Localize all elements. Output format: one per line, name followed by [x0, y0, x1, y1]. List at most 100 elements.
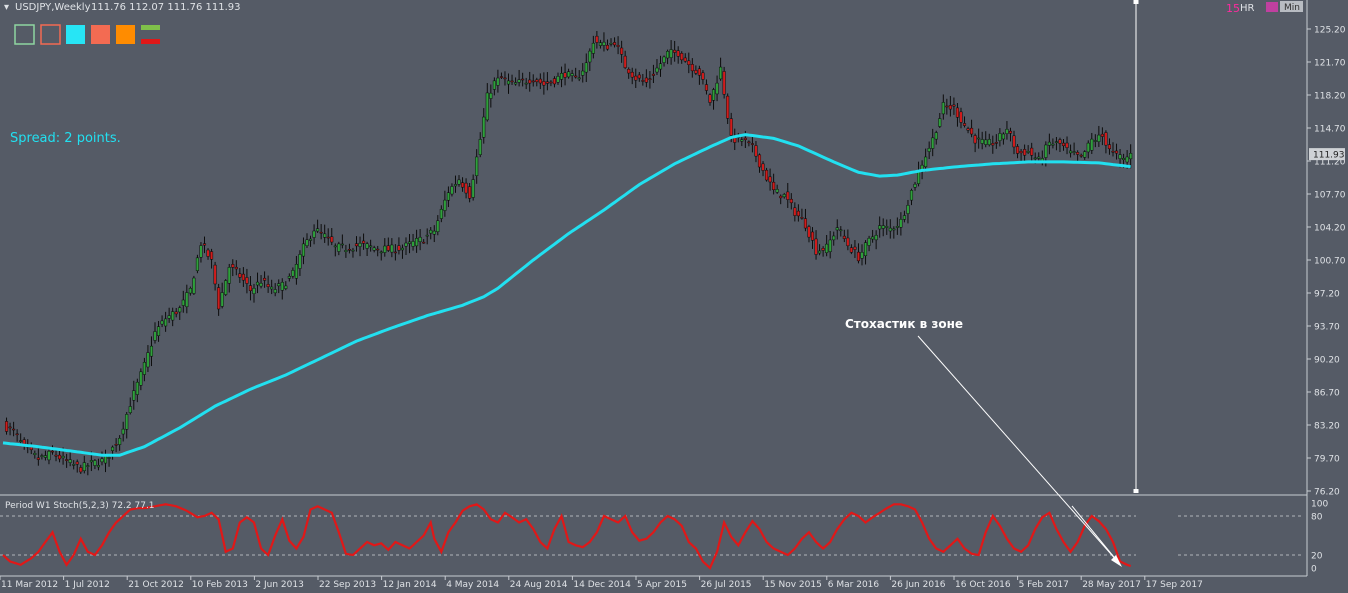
candle-bull	[906, 205, 910, 214]
candle-bull	[128, 406, 132, 413]
candle-bull	[68, 459, 72, 463]
candle-bear	[574, 75, 578, 78]
candle-bear	[704, 84, 709, 91]
candle-bear	[12, 428, 16, 431]
candle-bear	[397, 245, 401, 251]
swatch-red[interactable]	[91, 25, 110, 44]
candle-bear	[842, 235, 846, 239]
candle-bear	[962, 123, 967, 126]
candle-bull	[1044, 144, 1048, 158]
candle-bear	[202, 243, 207, 246]
candle-bull	[199, 245, 203, 258]
min-badge-bg[interactable]	[1280, 1, 1303, 12]
candle-bull	[1083, 151, 1087, 158]
candle-bear	[800, 217, 804, 219]
candle-bear	[761, 163, 765, 171]
color-toolbar	[14, 24, 160, 45]
swatch-orange[interactable]	[116, 25, 135, 44]
candle-bear	[948, 105, 952, 110]
candle-bull	[885, 226, 889, 228]
candle-bull	[432, 230, 436, 235]
time-tick-label: 17 Sep 2017	[1146, 580, 1203, 590]
candle-bear	[708, 94, 712, 103]
price-tick-label: 111.20	[1314, 158, 1346, 168]
candle-bull	[878, 225, 882, 230]
candle-bear	[234, 266, 238, 270]
spread-label: Spread: 2 points.	[10, 131, 121, 146]
candle-bear	[701, 72, 705, 80]
candle-bull	[1054, 141, 1058, 143]
candle-bull	[839, 229, 843, 232]
candle-bull	[920, 164, 924, 170]
candle-bear	[644, 77, 648, 83]
candle-bear	[1114, 150, 1119, 154]
candle-bull	[255, 281, 260, 286]
chart-menu-triangle[interactable]: ▾	[4, 2, 9, 13]
candle-bear	[991, 143, 995, 146]
current-price-bg	[1309, 148, 1345, 161]
candle-bull	[125, 414, 129, 430]
candle-bear	[743, 137, 747, 140]
candle-bear	[210, 251, 214, 260]
candle-bear	[1030, 147, 1034, 156]
candle-bear	[810, 231, 815, 241]
time-tick-label: 26 Jul 2015	[701, 580, 752, 590]
candle-bull	[344, 250, 348, 252]
candle-bull	[867, 237, 871, 246]
candle-bull	[372, 247, 376, 251]
candle-bull	[860, 252, 864, 259]
price-tick-label: 83.20	[1314, 422, 1340, 432]
candle-bear	[531, 80, 535, 83]
candle-bear	[330, 236, 334, 243]
candle-bull	[40, 455, 44, 457]
candle-bull	[252, 287, 256, 294]
cursor-handle-bottom	[1133, 489, 1139, 493]
min-badge[interactable]: Min	[1284, 3, 1300, 13]
candle-bear	[241, 273, 245, 281]
candle-bull	[775, 189, 779, 193]
candle-bear	[793, 207, 797, 216]
candle-bull	[984, 139, 988, 145]
swatch-red-bar[interactable]	[141, 39, 160, 44]
candle-bear	[114, 444, 118, 446]
candle-bull	[496, 77, 500, 86]
candle-bull	[471, 179, 475, 198]
swatch-outline-green[interactable]	[14, 24, 35, 45]
candle-bear	[393, 251, 397, 254]
time-tick-label: 2 Jun 2013	[255, 580, 303, 590]
candle-bear	[1012, 135, 1016, 148]
right-marker	[1266, 2, 1278, 12]
candle-bear	[238, 273, 242, 278]
candle-bull	[828, 239, 832, 252]
swatch-green-bar[interactable]	[141, 25, 160, 30]
swatch-cyan[interactable]	[66, 25, 85, 44]
candle-bear	[521, 78, 525, 81]
candle-bull	[453, 184, 458, 187]
candle-bear	[376, 248, 380, 251]
candle-bull	[517, 79, 521, 83]
price-tick-label: 107.70	[1314, 191, 1346, 201]
candle-bull	[96, 465, 100, 468]
stoch-tick-label: 0	[1311, 565, 1317, 575]
candle-bull	[142, 362, 146, 375]
candle-bear	[1104, 132, 1108, 146]
swatch-outline-red[interactable]	[40, 24, 61, 45]
candle-bull	[655, 67, 659, 73]
candle-bull	[47, 450, 51, 461]
candle-bear	[248, 285, 252, 291]
candle-bear	[510, 80, 514, 83]
candle-bull	[874, 234, 878, 241]
candle-bull	[192, 277, 196, 294]
candle-bull	[61, 455, 65, 459]
candle-bull	[82, 462, 86, 471]
candle-bull	[715, 82, 719, 95]
candle-bull	[584, 62, 588, 73]
candle-bull	[1090, 138, 1094, 151]
candle-bear	[22, 439, 26, 445]
candle-bear	[1079, 154, 1083, 157]
candle-bull	[863, 242, 868, 256]
candle-bear	[1100, 133, 1104, 137]
candle-bull	[934, 132, 938, 140]
